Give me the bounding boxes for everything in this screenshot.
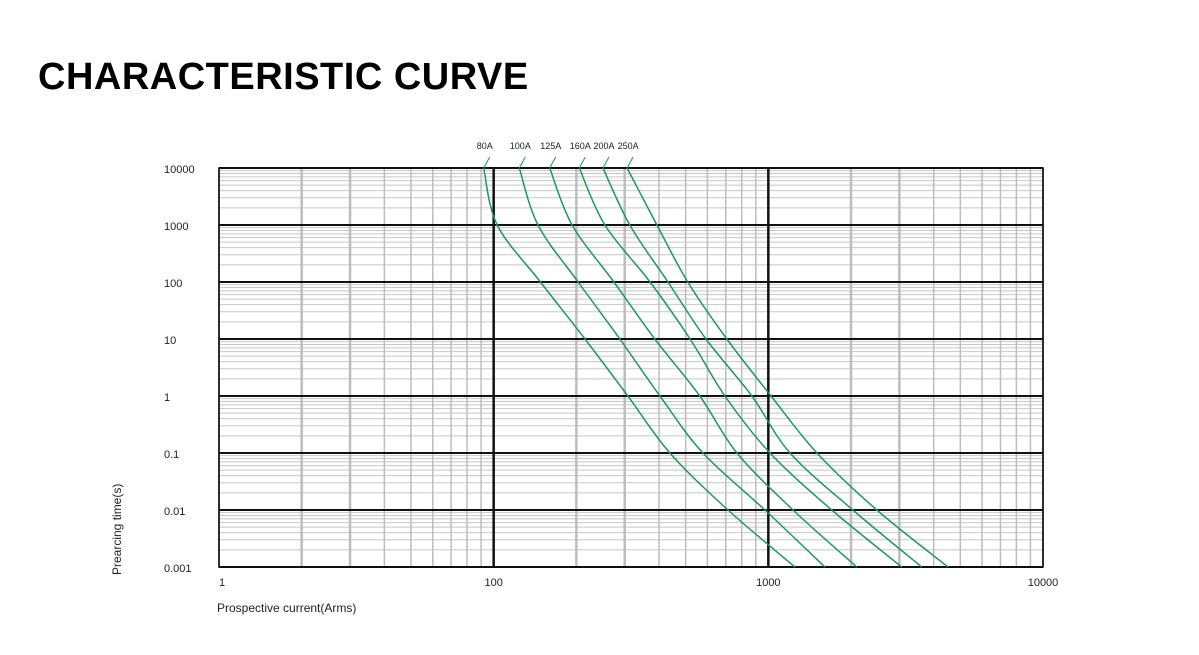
curve-leader-line xyxy=(549,156,557,169)
curve-leader-line xyxy=(626,156,634,169)
x-tick-label: 1000 xyxy=(756,577,780,589)
plot-frame xyxy=(218,167,1044,568)
curve-label: 125A xyxy=(540,141,561,151)
curve-250A xyxy=(626,167,949,568)
y-tick-label: 10 xyxy=(164,335,176,347)
x-axis-label: Prospective current(Arms) xyxy=(217,601,356,615)
curve-label: 80A xyxy=(477,141,493,151)
y-tick-label: 0.1 xyxy=(164,449,179,461)
page-title: CHARACTERISTIC CURVE xyxy=(38,56,529,98)
x-tick-label: 100 xyxy=(484,577,502,589)
y-tick-label: 0.01 xyxy=(164,506,185,518)
curve-leader-line xyxy=(602,156,610,169)
y-axis-label: Prearcing time(s) xyxy=(110,484,124,575)
curve-100A xyxy=(518,167,826,568)
curve-80A xyxy=(482,167,796,568)
curve-label: 160A xyxy=(570,141,591,151)
curve-label: 200A xyxy=(593,141,614,151)
y-tick-label: 1 xyxy=(164,392,170,404)
curves: 80A 100A 125A 160A 200A 250A xyxy=(477,141,949,568)
curve-label: 250A xyxy=(618,141,639,151)
y-tick-label: 10000 xyxy=(164,164,195,176)
curve-200A xyxy=(602,167,923,568)
curve-label: 100A xyxy=(510,141,531,151)
curve-leader-line xyxy=(578,156,586,169)
x-tick-label: 10000 xyxy=(1028,577,1059,589)
x-tick-label: 1 xyxy=(219,577,225,589)
curve-160A xyxy=(578,167,903,568)
y-tick-label: 0.001 xyxy=(164,563,192,575)
curve-leader-line xyxy=(518,156,526,169)
curve-leader-line xyxy=(483,156,491,169)
tick-labels: 1 100 1000 10000 10000 1000 100 10 1 0.1 0.01 0.001 xyxy=(164,164,1058,589)
y-tick-label: 1000 xyxy=(164,221,188,233)
curve-125A xyxy=(549,167,858,568)
y-tick-label: 100 xyxy=(164,278,182,290)
grid xyxy=(218,167,1044,568)
